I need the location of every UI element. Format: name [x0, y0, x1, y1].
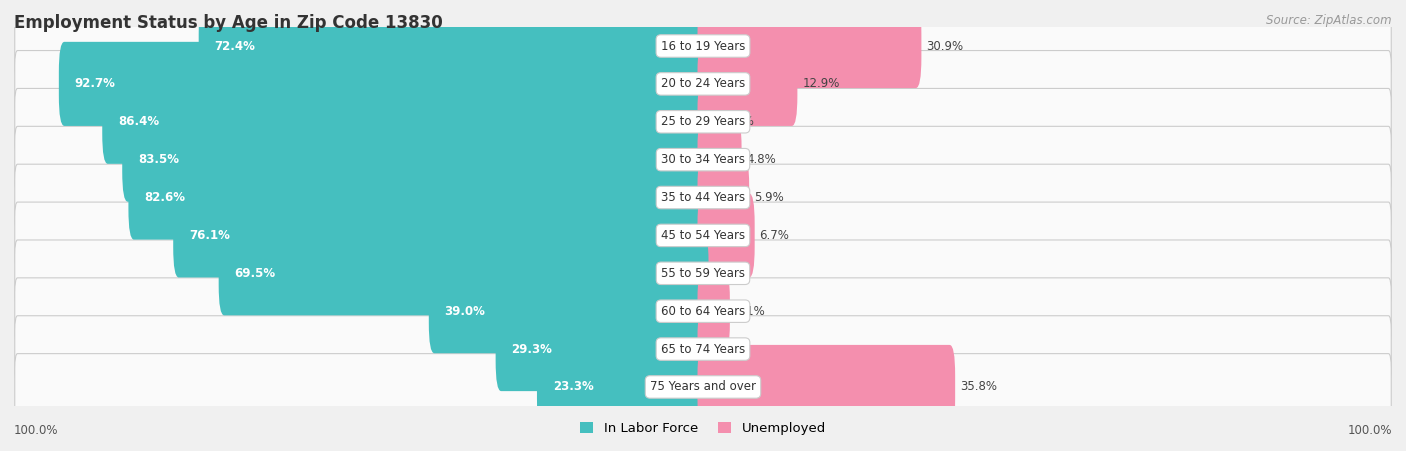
FancyBboxPatch shape [14, 51, 1392, 117]
FancyBboxPatch shape [14, 316, 1392, 382]
FancyBboxPatch shape [14, 13, 1392, 79]
Text: 1.7%: 1.7% [725, 115, 755, 128]
Text: 86.4%: 86.4% [118, 115, 159, 128]
FancyBboxPatch shape [14, 88, 1392, 155]
Text: 69.5%: 69.5% [235, 267, 276, 280]
FancyBboxPatch shape [219, 231, 709, 315]
Text: 30 to 34 Years: 30 to 34 Years [661, 153, 745, 166]
FancyBboxPatch shape [14, 278, 1392, 345]
Text: Source: ZipAtlas.com: Source: ZipAtlas.com [1267, 14, 1392, 27]
FancyBboxPatch shape [697, 118, 741, 202]
Text: 83.5%: 83.5% [138, 153, 179, 166]
FancyBboxPatch shape [697, 80, 720, 164]
Text: 100.0%: 100.0% [1347, 424, 1392, 437]
Text: 35.8%: 35.8% [960, 381, 997, 393]
FancyBboxPatch shape [697, 193, 755, 277]
FancyBboxPatch shape [198, 4, 709, 88]
FancyBboxPatch shape [697, 307, 716, 391]
Text: 45 to 54 Years: 45 to 54 Years [661, 229, 745, 242]
FancyBboxPatch shape [14, 354, 1392, 420]
FancyBboxPatch shape [697, 4, 921, 88]
FancyBboxPatch shape [496, 307, 709, 391]
Text: 12.9%: 12.9% [803, 78, 839, 90]
Legend: In Labor Force, Unemployed: In Labor Force, Unemployed [575, 416, 831, 440]
Text: 20 to 24 Years: 20 to 24 Years [661, 78, 745, 90]
FancyBboxPatch shape [122, 118, 709, 202]
Text: 4.8%: 4.8% [747, 153, 776, 166]
FancyBboxPatch shape [59, 42, 709, 126]
Text: 100.0%: 100.0% [14, 424, 59, 437]
Text: 72.4%: 72.4% [215, 40, 256, 52]
FancyBboxPatch shape [537, 345, 709, 429]
FancyBboxPatch shape [697, 345, 955, 429]
FancyBboxPatch shape [14, 164, 1392, 231]
Text: 30.9%: 30.9% [927, 40, 963, 52]
Text: 1.1%: 1.1% [721, 343, 751, 355]
Text: 23.3%: 23.3% [553, 381, 593, 393]
Text: 39.0%: 39.0% [444, 305, 485, 318]
FancyBboxPatch shape [697, 42, 797, 126]
Text: 29.3%: 29.3% [512, 343, 553, 355]
Text: 60 to 64 Years: 60 to 64 Years [661, 305, 745, 318]
FancyBboxPatch shape [14, 202, 1392, 269]
FancyBboxPatch shape [14, 126, 1392, 193]
Text: 25 to 29 Years: 25 to 29 Years [661, 115, 745, 128]
Text: 92.7%: 92.7% [75, 78, 115, 90]
Text: Employment Status by Age in Zip Code 13830: Employment Status by Age in Zip Code 138… [14, 14, 443, 32]
FancyBboxPatch shape [697, 269, 730, 353]
Text: 82.6%: 82.6% [145, 191, 186, 204]
FancyBboxPatch shape [429, 269, 709, 353]
FancyBboxPatch shape [128, 156, 709, 239]
Text: 5.9%: 5.9% [754, 191, 783, 204]
FancyBboxPatch shape [103, 80, 709, 164]
Text: 0.0%: 0.0% [713, 267, 742, 280]
FancyBboxPatch shape [697, 156, 749, 239]
FancyBboxPatch shape [14, 240, 1392, 307]
FancyBboxPatch shape [173, 193, 709, 277]
Text: 3.1%: 3.1% [735, 305, 765, 318]
Text: 35 to 44 Years: 35 to 44 Years [661, 191, 745, 204]
Text: 65 to 74 Years: 65 to 74 Years [661, 343, 745, 355]
Text: 6.7%: 6.7% [759, 229, 789, 242]
Text: 55 to 59 Years: 55 to 59 Years [661, 267, 745, 280]
Text: 76.1%: 76.1% [188, 229, 231, 242]
Text: 75 Years and over: 75 Years and over [650, 381, 756, 393]
Text: 16 to 19 Years: 16 to 19 Years [661, 40, 745, 52]
